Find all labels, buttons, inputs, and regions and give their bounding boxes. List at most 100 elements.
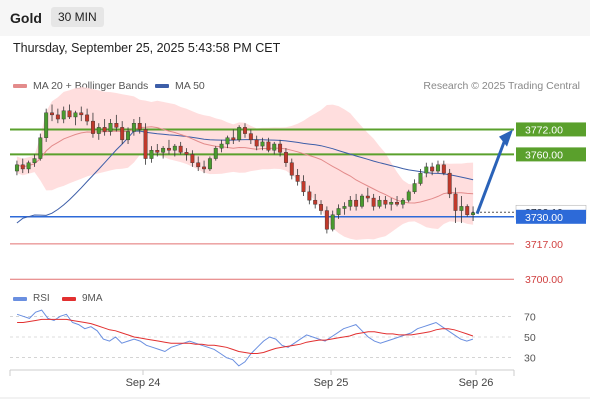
candle-body: [131, 122, 136, 132]
candle-body: [283, 152, 288, 163]
level-tag-3760.00: [516, 147, 586, 162]
candle-body: [301, 181, 306, 193]
candle-body: [143, 129, 148, 159]
level-label-3772.00: 3772.00: [525, 124, 563, 136]
candle-body: [389, 202, 394, 205]
candle-body: [196, 162, 201, 168]
candle-body: [248, 133, 253, 141]
legend-rsi-ma-label: 9MA: [82, 293, 103, 304]
candle-body: [137, 122, 142, 130]
candle-body: [471, 212, 476, 215]
candle-body: [400, 199, 405, 205]
candle-body: [61, 110, 66, 120]
candle-body: [436, 164, 440, 172]
legend-ma50: MA 50: [155, 80, 205, 92]
instrument-title: Gold: [10, 10, 42, 26]
candle-body: [90, 120, 95, 134]
legend-ma20-label: MA 20 + Bollinger Bands: [33, 80, 149, 92]
rsi-line: [16, 309, 474, 367]
candle-body: [360, 195, 364, 207]
x-label-2: Sep 26: [459, 377, 494, 389]
candle-body: [44, 112, 49, 138]
candle-body: [348, 199, 353, 207]
chart-datetime: Thursday, September 25, 2025 5:43:58 PM …: [13, 41, 281, 55]
rsi-ma-swatch: [62, 296, 76, 301]
candle-body: [126, 131, 130, 141]
level-tag-3772.00: [516, 122, 586, 137]
rsi-tick-70: 70: [524, 311, 536, 323]
candle-body: [459, 206, 464, 211]
candle-body: [307, 191, 312, 201]
ma50-swatch: [155, 84, 169, 88]
candle-body: [365, 195, 370, 199]
candle-body: [14, 164, 19, 172]
candle-body: [406, 191, 411, 201]
rsi-ma-line: [17, 318, 474, 354]
candle-body: [243, 127, 247, 134]
ma20-swatch: [13, 84, 27, 88]
candle-body: [120, 127, 125, 141]
candle-body: [202, 166, 207, 170]
candle-body: [32, 158, 37, 163]
x-label-1: Sep 25: [314, 377, 349, 389]
x-label-0: Sep 24: [126, 377, 161, 389]
level-label-3700.00: 3700.00: [525, 274, 563, 286]
candle-body: [383, 199, 388, 205]
candle-body: [272, 143, 277, 151]
candle-body: [295, 174, 300, 182]
candle-body: [114, 122, 119, 128]
candle-body: [231, 137, 236, 141]
candle-body: [38, 137, 43, 159]
candle-body: [102, 127, 107, 132]
candle-body: [260, 141, 265, 147]
candle-body: [190, 154, 195, 163]
forecast-arrow-shaft: [475, 139, 507, 215]
candle-body: [465, 206, 470, 215]
candle-body: [412, 183, 417, 193]
candle-body: [67, 110, 72, 118]
level-tag-3730.00: [516, 209, 586, 224]
level-label-3760.00: 3760.00: [525, 149, 563, 161]
candle-body: [149, 150, 154, 159]
candle-body: [424, 166, 429, 174]
candle-body: [213, 147, 218, 159]
bollinger-bands: [16, 87, 474, 240]
forecast-arrow-head: [499, 129, 513, 147]
ma50-line: [16, 130, 474, 224]
level-label-3717.00: 3717.00: [525, 239, 563, 251]
rsi-swatch: [13, 296, 27, 301]
candle-body: [289, 162, 294, 176]
candle-body: [26, 162, 31, 170]
timeframe-button[interactable]: 30 MIN: [51, 7, 104, 27]
candle-body: [430, 166, 435, 172]
legend-ma50-label: MA 50: [175, 80, 205, 92]
level-label-3730.00: 3730.00: [525, 212, 563, 224]
candle-body: [336, 208, 341, 215]
candle-body: [50, 112, 54, 116]
candle-body: [418, 172, 423, 184]
candle-body: [395, 202, 400, 205]
rsi-tick-30: 30: [524, 353, 536, 365]
candle-body: [20, 164, 25, 170]
candle-body: [155, 150, 160, 153]
candle-body: [79, 112, 84, 116]
candle-body: [266, 141, 271, 151]
candle-body: [354, 199, 359, 207]
candle-body: [55, 114, 60, 120]
legend-rsi-ma: 9MA: [62, 293, 103, 304]
candle-body: [342, 206, 347, 209]
legend-rsi-label: RSI: [33, 293, 50, 304]
candle-body: [313, 199, 318, 205]
candle-body: [319, 204, 323, 211]
candle-body: [225, 137, 230, 145]
legend-ma20-bb: MA 20 + Bollinger Bands: [13, 80, 148, 92]
candle-body: [178, 145, 183, 153]
candle-body: [371, 197, 376, 207]
research-credit: Research © 2025 Trading Central: [423, 80, 580, 92]
candle-body: [278, 143, 283, 153]
candle-body: [441, 164, 446, 174]
candle-body: [108, 122, 113, 132]
candle-body: [172, 145, 177, 151]
candle-body: [73, 112, 78, 118]
